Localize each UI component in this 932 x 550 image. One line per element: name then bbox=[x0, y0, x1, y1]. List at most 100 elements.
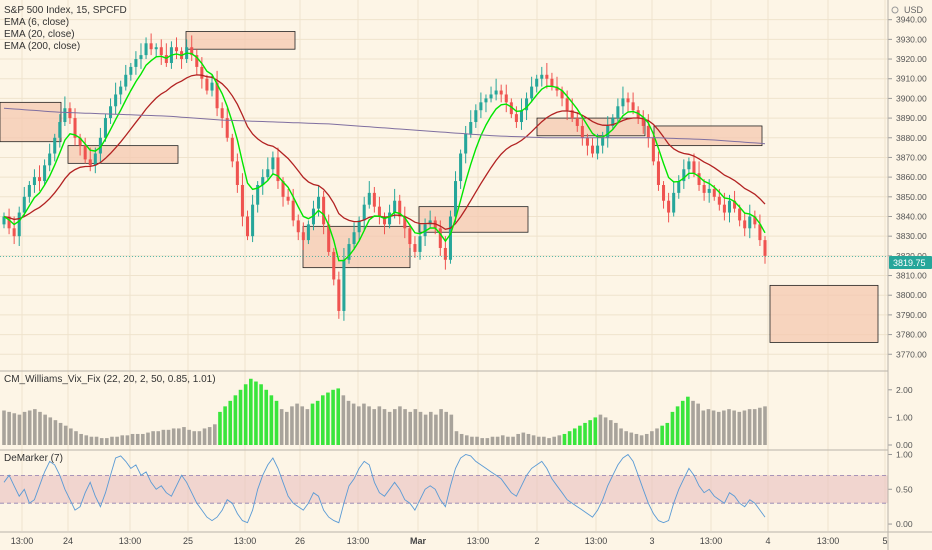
vix-bar bbox=[521, 432, 526, 445]
candle-body bbox=[499, 90, 503, 95]
candle-body bbox=[408, 228, 412, 245]
vix-bar bbox=[84, 435, 89, 445]
price-tick-label: 3910.00 bbox=[896, 74, 927, 84]
vix-bar bbox=[356, 406, 361, 445]
candle-body bbox=[555, 86, 559, 91]
candle-body bbox=[114, 94, 118, 107]
ema20-legend: EMA (20, close) bbox=[4, 29, 75, 40]
candle-body bbox=[256, 185, 260, 205]
supply-demand-zones bbox=[0, 31, 879, 343]
vix-bar bbox=[531, 435, 536, 445]
vix-bar bbox=[48, 417, 53, 445]
price-tick-label: 3900.00 bbox=[896, 93, 927, 103]
candle-body bbox=[63, 108, 67, 123]
vix-bar bbox=[727, 409, 731, 445]
vix-bar bbox=[336, 388, 341, 445]
candle-body bbox=[332, 251, 336, 280]
vix-bar bbox=[105, 438, 109, 445]
vix-bar bbox=[79, 433, 83, 445]
candle-body bbox=[7, 216, 11, 229]
vix-tick-label: 1.00 bbox=[896, 412, 913, 422]
vix-bar bbox=[403, 409, 407, 445]
vix-bar bbox=[670, 411, 675, 445]
vix-bar bbox=[351, 403, 356, 445]
candle-body bbox=[261, 177, 265, 185]
price-tick-label: 3930.00 bbox=[896, 34, 927, 44]
zone-box bbox=[185, 31, 296, 50]
vix-bar bbox=[459, 433, 464, 445]
candle-body bbox=[78, 137, 82, 146]
vix-bar bbox=[259, 384, 263, 445]
vix-bar bbox=[639, 435, 644, 445]
vix-bar bbox=[454, 431, 459, 445]
candle-body bbox=[545, 74, 549, 79]
candle-body bbox=[702, 185, 706, 193]
candle-body bbox=[418, 236, 422, 252]
price-tick-label: 3770.00 bbox=[896, 349, 927, 359]
time-tick-label: 24 bbox=[63, 536, 73, 546]
vix-bar bbox=[135, 433, 140, 445]
candle-body bbox=[73, 118, 77, 138]
candle-body bbox=[565, 98, 569, 111]
candle-body bbox=[530, 86, 534, 99]
vix-bar bbox=[680, 400, 685, 445]
candle-body bbox=[83, 145, 87, 160]
demarker-band bbox=[0, 475, 888, 504]
vix-bar bbox=[691, 400, 695, 445]
price-tick-label: 3860.00 bbox=[896, 172, 927, 182]
candle-body bbox=[443, 247, 447, 260]
vix-bar bbox=[732, 410, 736, 445]
vix-bar bbox=[634, 433, 639, 445]
vix-bar bbox=[171, 428, 176, 445]
price-tick-label: 3870.00 bbox=[896, 152, 927, 162]
vix-bar bbox=[279, 409, 284, 445]
candle-body bbox=[281, 181, 285, 197]
candle-body bbox=[621, 98, 625, 107]
vix-bar bbox=[33, 409, 37, 445]
candle-body bbox=[139, 55, 143, 60]
candle-body bbox=[215, 82, 219, 109]
candle-body bbox=[459, 153, 463, 182]
candle-body bbox=[525, 98, 529, 111]
vix-bar bbox=[38, 411, 42, 445]
candle-body bbox=[656, 161, 660, 185]
time-tick-label: 13:00 bbox=[234, 536, 257, 546]
candle-body bbox=[342, 259, 346, 311]
vix-bar bbox=[207, 427, 212, 445]
vix-bar bbox=[367, 406, 371, 445]
price-tick-label: 3880.00 bbox=[896, 133, 927, 143]
candle-body bbox=[403, 216, 407, 229]
price-axis: 3940.00 3930.00 3920.00 3910.00 3900.00 3890.… bbox=[888, 15, 927, 359]
candle-body bbox=[550, 78, 554, 87]
candle-body bbox=[580, 125, 584, 138]
vix-bar bbox=[418, 411, 423, 445]
candle-body bbox=[291, 200, 295, 221]
candle-body bbox=[109, 106, 113, 119]
candle-body bbox=[738, 208, 742, 221]
candle-body bbox=[727, 200, 732, 213]
vix-bar bbox=[12, 413, 17, 445]
vix-bar bbox=[449, 414, 454, 445]
vix-bar bbox=[331, 389, 335, 445]
vix-bar bbox=[552, 436, 556, 445]
vix-bar bbox=[310, 403, 315, 445]
vix-bar bbox=[115, 436, 119, 445]
last-price-label: 3819.75 bbox=[893, 258, 926, 268]
candle-body bbox=[712, 188, 716, 197]
vix-bar bbox=[94, 436, 99, 445]
candle-body bbox=[129, 66, 133, 75]
price-tick-label: 3800.00 bbox=[896, 290, 927, 300]
vix-bar bbox=[747, 409, 752, 445]
candle-body bbox=[667, 200, 671, 213]
candle-body bbox=[423, 224, 427, 237]
vix-bar bbox=[141, 433, 145, 445]
candle-body bbox=[240, 185, 244, 217]
candle-body bbox=[2, 216, 6, 225]
settings-icon[interactable] bbox=[891, 6, 899, 14]
ema20-line bbox=[3, 74, 766, 230]
vix-bar bbox=[362, 403, 366, 445]
vix-bar bbox=[213, 424, 217, 445]
demarker-tick-label: 0.50 bbox=[896, 484, 913, 494]
vix-bar bbox=[17, 414, 22, 445]
vix-bar bbox=[495, 436, 500, 445]
